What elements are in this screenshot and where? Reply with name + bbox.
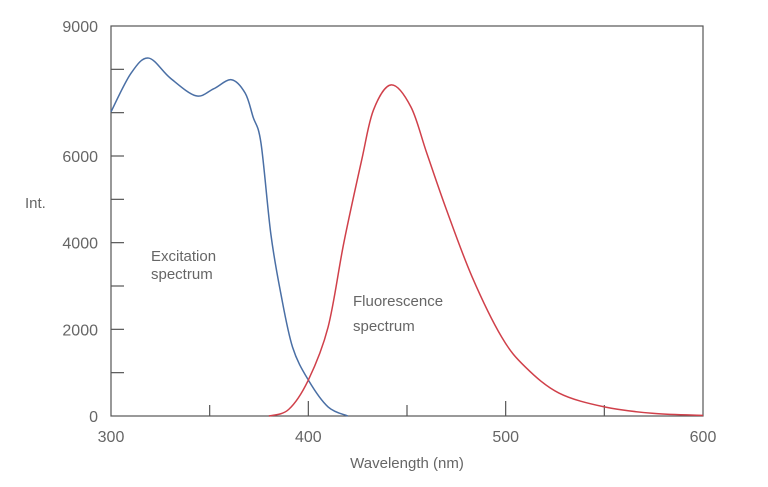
y-axis-label: Int. (25, 195, 46, 212)
x-axis-label: Wavelength (nm) (350, 455, 464, 472)
x-tick-label: 500 (492, 429, 519, 446)
plot-frame (110, 25, 704, 417)
x-tick-label: 400 (295, 429, 322, 446)
y-tick-label: 6000 (62, 149, 98, 166)
x-tick-label: 300 (98, 429, 125, 446)
y-tick-label: 4000 (62, 236, 98, 253)
fluorescence-label-line2: spectrum (353, 318, 415, 335)
x-tick-label: 600 (690, 429, 717, 446)
y-tick-label: 9000 (62, 19, 98, 36)
excitation-label-line1: Excitation (151, 248, 216, 265)
y-tick-label: 0 (89, 409, 98, 426)
fluorescence-label-line1: Fluorescence (353, 293, 443, 310)
y-tick-label: 2000 (62, 322, 98, 339)
fluorescence-series-line (268, 84, 704, 417)
excitation-series-line (110, 57, 349, 417)
excitation-label-line2: spectrum (151, 266, 213, 283)
